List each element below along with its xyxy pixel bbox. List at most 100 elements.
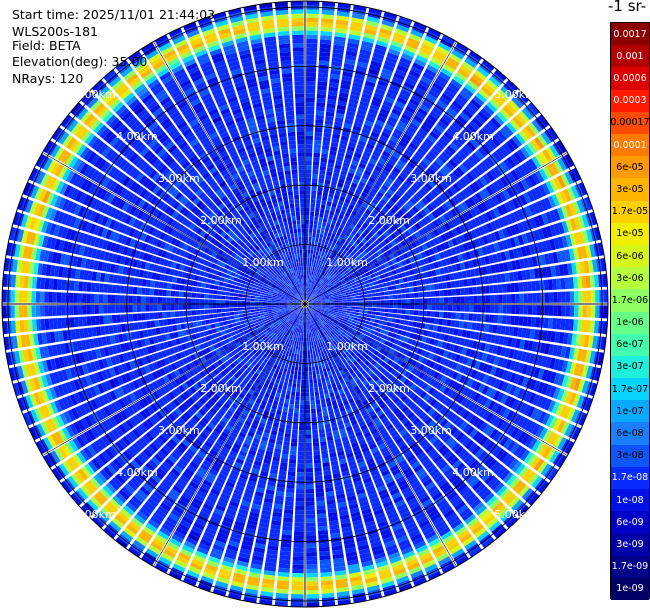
- field-gate: [439, 243, 447, 251]
- field-gate: [570, 185, 580, 199]
- field-gate: [576, 199, 585, 213]
- field-gate: [402, 168, 411, 176]
- field-gate: [533, 229, 541, 241]
- field-gate: [313, 245, 317, 251]
- field-gate: [374, 165, 383, 173]
- field-gate: [286, 369, 291, 374]
- field-gate: [321, 298, 326, 301]
- field-gate: [290, 594, 304, 599]
- field-gate: [314, 216, 319, 221]
- field-gate: [322, 136, 331, 142]
- field-gate: [415, 111, 426, 120]
- field-gate: [375, 275, 381, 281]
- field-gate: [346, 208, 353, 214]
- field-gate: [424, 35, 438, 45]
- field-gate: [379, 316, 384, 321]
- field-gate: [381, 169, 390, 177]
- field-gate: [340, 265, 346, 271]
- field-gate: [390, 40, 404, 49]
- field-gate: [447, 56, 460, 67]
- field-gate: [364, 253, 370, 260]
- field-gate: [323, 291, 328, 295]
- field-gate: [489, 285, 495, 294]
- field-gate: [383, 272, 389, 278]
- field-gate: [465, 186, 474, 196]
- field-gate: [547, 127, 559, 141]
- field-gate: [474, 69, 487, 81]
- field-gate: [320, 295, 325, 298]
- field-gate: [325, 268, 330, 274]
- field-gate: [378, 320, 384, 325]
- field-gate: [521, 107, 534, 121]
- field-gate: [305, 266, 307, 271]
- field-gate: [317, 513, 327, 519]
- field-gate: [336, 104, 347, 111]
- field-gate: [430, 311, 436, 318]
- field-gate: [310, 391, 315, 397]
- field-gate: [305, 287, 307, 292]
- field-gate: [478, 226, 486, 236]
- field-gate: [333, 297, 339, 300]
- field-gate: [344, 246, 350, 252]
- field-gate: [356, 144, 365, 151]
- field-gate: [544, 292, 550, 303]
- field-gate: [361, 40, 374, 48]
- field-gate: [389, 299, 394, 304]
- field-gate: [349, 186, 356, 193]
- field-gate: [409, 269, 415, 276]
- field-gate: [350, 245, 356, 251]
- field-gate: [310, 245, 314, 250]
- field-gate: [317, 186, 323, 192]
- field-gate: [418, 298, 423, 304]
- field-gate: [355, 188, 362, 195]
- field-gate: [384, 300, 390, 304]
- field-gate: [432, 276, 438, 283]
- field-gate: [589, 275, 595, 288]
- field-gate: [372, 304, 377, 308]
- field-gate: [357, 140, 367, 147]
- field-gate: [313, 450, 321, 456]
- field-gate: [380, 154, 389, 162]
- field-gate: [369, 321, 375, 326]
- field-gate: [578, 305, 583, 318]
- field-gate: [319, 256, 323, 261]
- field-gate: [366, 314, 372, 318]
- field-gate: [332, 258, 337, 263]
- field-gate: [384, 192, 392, 199]
- field-gate: [407, 243, 414, 250]
- field-gate: [358, 247, 365, 254]
- field-gate: [466, 220, 474, 230]
- field-gate: [309, 270, 312, 276]
- field-gate: [318, 174, 325, 180]
- field-gate: [312, 173, 319, 179]
- field-gate: [565, 305, 571, 317]
- field-gate: [324, 279, 329, 284]
- field-gate: [375, 180, 383, 188]
- field-gate: [386, 242, 393, 249]
- field-gate: [281, 453, 289, 459]
- field-gate: [345, 50, 358, 57]
- field-gate: [486, 79, 499, 91]
- field-gate: [346, 299, 352, 302]
- field-gate: [308, 371, 313, 376]
- field-gate: [593, 226, 602, 241]
- field-gate: [368, 108, 378, 116]
- field-gate: [446, 188, 455, 197]
- field-gate: [571, 262, 577, 275]
- field-gate: [438, 42, 452, 52]
- field-gate: [330, 261, 335, 267]
- field-gate: [321, 402, 327, 408]
- field-gate: [329, 188, 335, 195]
- field-gate: [381, 104, 392, 112]
- field-gate: [372, 209, 379, 216]
- field-gate: [455, 226, 463, 235]
- field-gate: [443, 266, 449, 274]
- field-gate: [292, 573, 304, 578]
- field-gate: [426, 291, 432, 298]
- field-gate: [475, 178, 485, 189]
- field-gate: [447, 304, 453, 311]
- field-gate: [505, 315, 511, 325]
- field-gate: [285, 373, 290, 379]
- field-gate: [395, 201, 403, 209]
- field-gate: [308, 292, 311, 297]
